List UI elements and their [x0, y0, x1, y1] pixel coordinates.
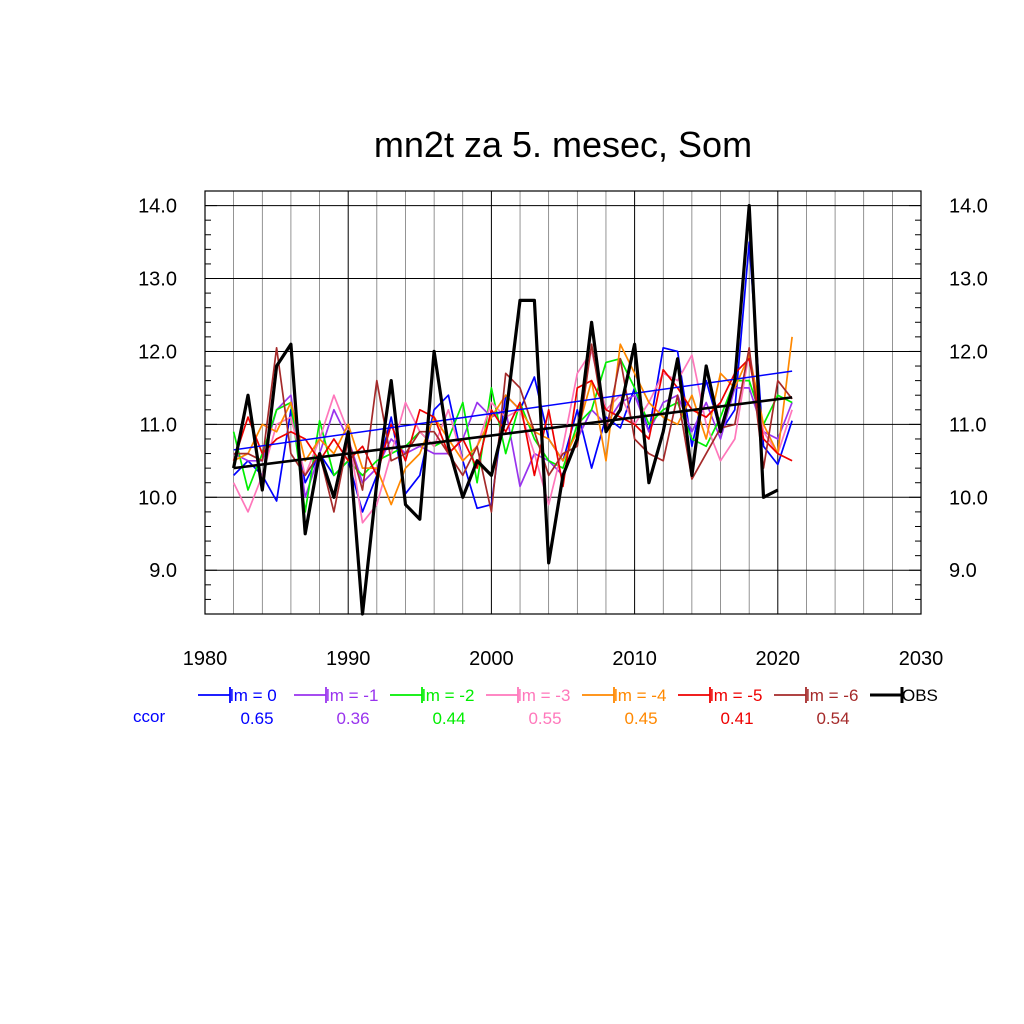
y-tick-label-left: 9.0: [149, 560, 177, 582]
legend-label: lm = -3: [518, 686, 570, 705]
legend-label: lm = -2: [422, 686, 474, 705]
x-tick-label: 2030: [899, 648, 944, 670]
ccor-value: 0.55: [528, 709, 561, 728]
legend: lm = 0 0.65 lm = -1 0.36 lm = -2 0.44 lm = -3 0…: [133, 686, 938, 728]
legend-label: lm = -6: [806, 686, 858, 705]
ccor-value: 0.41: [720, 709, 753, 728]
y-tick-label-right: 12.0: [949, 341, 988, 363]
ccor-label: ccor: [133, 707, 165, 726]
y-tick-label-left: 11.0: [140, 414, 177, 436]
grid: [205, 191, 921, 614]
y-tick-label-left: 14.0: [138, 196, 177, 218]
x-tick-label: 2010: [612, 648, 657, 670]
y-tick-label-left: 10.0: [138, 487, 177, 509]
y-tick-label-right: 13.0: [949, 269, 988, 291]
ccor-value: 0.36: [336, 709, 369, 728]
series-line-lm6: [233, 343, 793, 513]
y-tick-label-right: 10.0: [949, 487, 988, 509]
series-line-lm3: [232, 350, 793, 524]
trend-lines: [232, 204, 793, 616]
y-tick-label-left: 12.0: [138, 341, 177, 363]
legend-label: OBS: [902, 686, 938, 705]
series-line-obs: [232, 204, 779, 616]
legend-label: lm = -4: [614, 686, 666, 705]
y-tick-label-left: 13.0: [138, 269, 177, 291]
ccor-value: 0.45: [624, 709, 657, 728]
y-tick-label-right: 11.0: [949, 414, 986, 436]
chart-title: mn2t za 5. mesec, Som: [374, 124, 752, 165]
plot-frame: [204, 190, 922, 615]
legend-label: lm = -1: [326, 686, 378, 705]
ccor-value: 0.54: [816, 709, 849, 728]
legend-label: lm = -5: [710, 686, 762, 705]
legend-label: lm = 0: [230, 686, 277, 705]
x-tick-label: 1980: [183, 648, 228, 670]
ccor-value: 0.44: [432, 709, 465, 728]
ccor-value: 0.65: [240, 709, 273, 728]
series-line-lm2: [232, 357, 793, 513]
x-tick-label: 1990: [326, 648, 371, 670]
x-tick-label: 2020: [756, 648, 801, 670]
axes: 9.0 9.0 10.0 10.0 11.0 11.0 12.0 12.0 13.0 13.0 14…: [138, 190, 988, 670]
trend-line-obs: [233, 396, 793, 470]
y-tick-label-right: 14.0: [949, 196, 988, 218]
trend-line-lm0: [233, 370, 793, 451]
y-tick-label-right: 9.0: [949, 560, 977, 582]
x-tick-label: 2000: [469, 648, 514, 670]
